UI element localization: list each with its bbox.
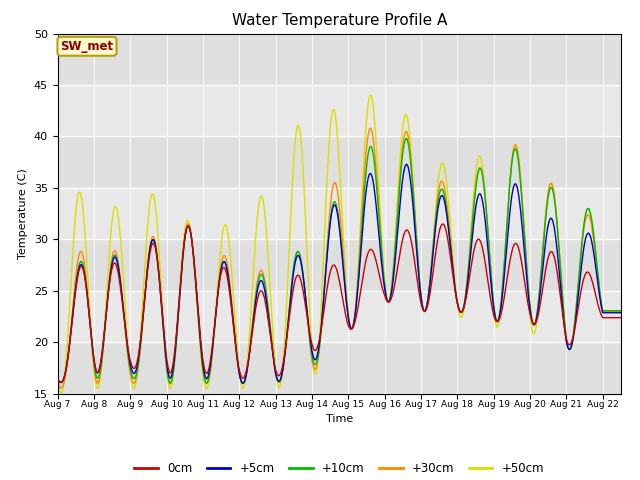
Title: Water Temperature Profile A: Water Temperature Profile A (232, 13, 447, 28)
X-axis label: Time: Time (326, 414, 353, 424)
Legend: 0cm, +5cm, +10cm, +30cm, +50cm: 0cm, +5cm, +10cm, +30cm, +50cm (129, 457, 549, 480)
Bar (58, 136, 621, 188)
Y-axis label: Temperature (C): Temperature (C) (18, 168, 28, 259)
Bar (58, 240, 621, 291)
Bar (58, 342, 621, 394)
Text: SW_met: SW_met (60, 40, 113, 53)
Bar (58, 34, 621, 85)
